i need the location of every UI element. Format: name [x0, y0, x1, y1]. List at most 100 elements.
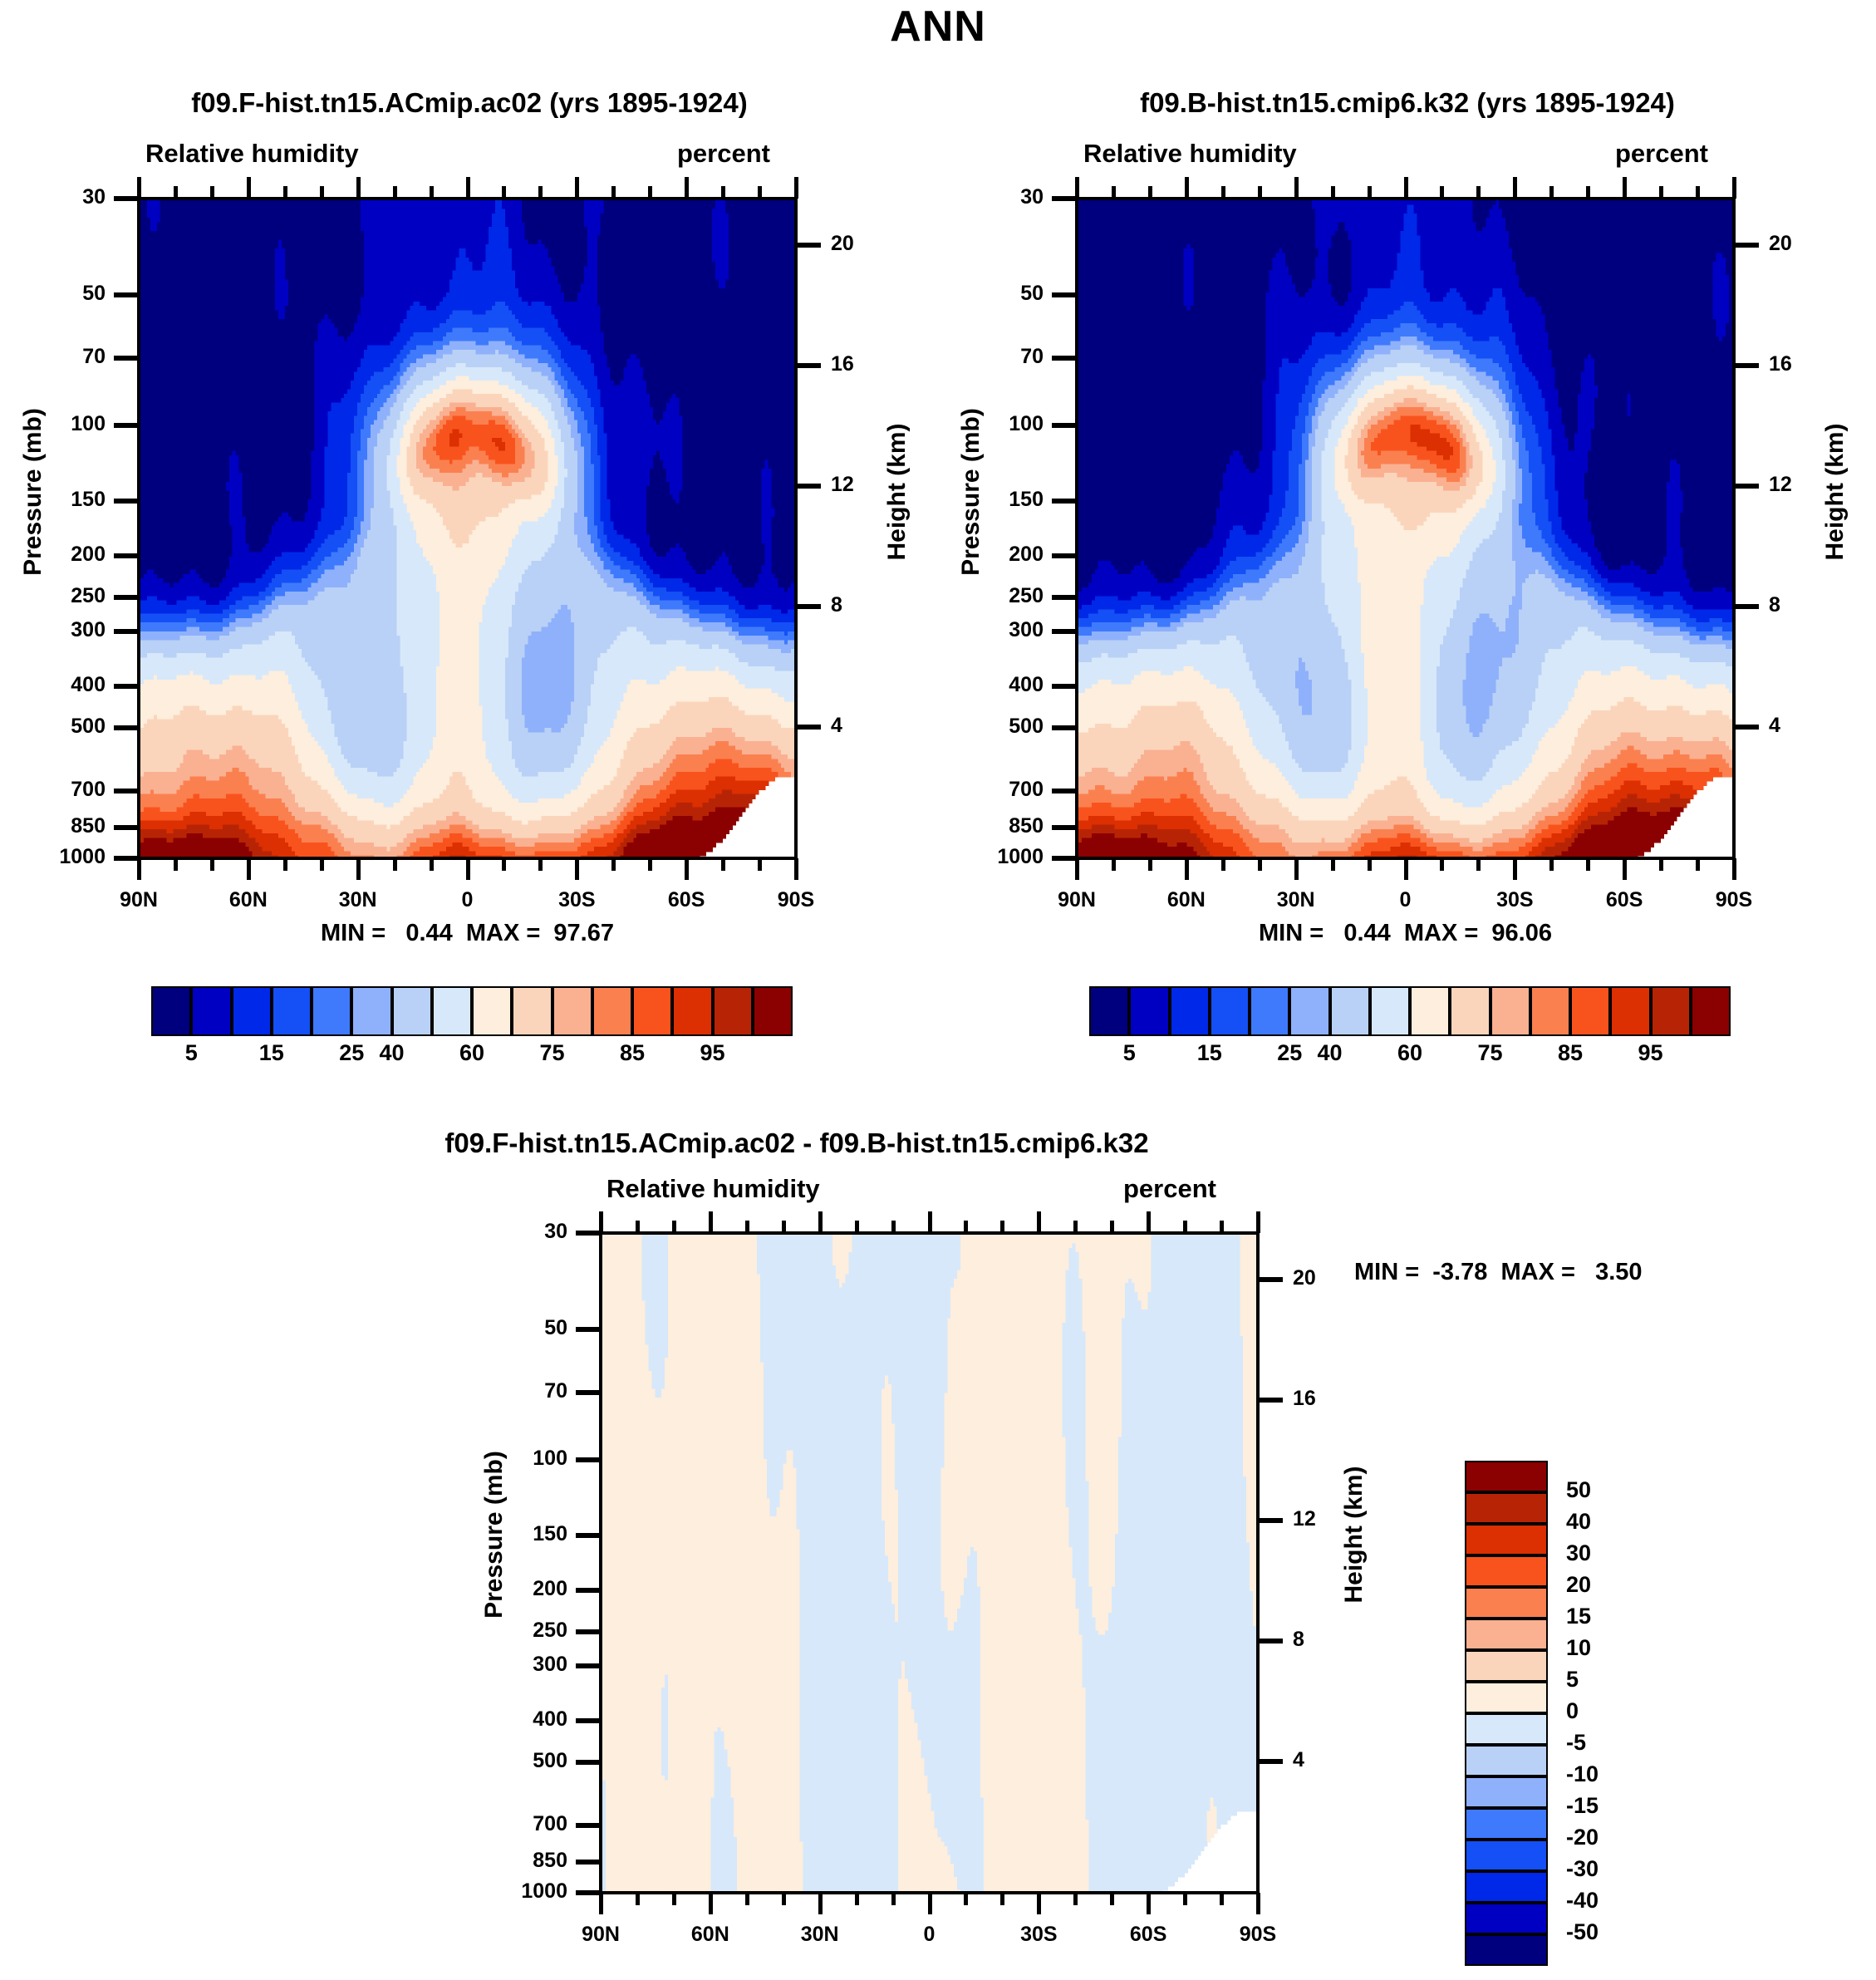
- pressure-tick-label: 250: [1009, 584, 1044, 608]
- lat-tick: [429, 858, 434, 871]
- pressure-tick: [576, 1860, 601, 1865]
- pressure-tick-label: 1000: [997, 845, 1044, 868]
- pressure-tick-label: 100: [533, 1446, 567, 1470]
- height-tick-label: 20: [1293, 1266, 1316, 1290]
- pressure-tick-label: 100: [1009, 411, 1044, 435]
- pressure-tick: [114, 789, 139, 794]
- pressure-tick-label: 400: [533, 1707, 567, 1731]
- colorbar-label: 5: [1566, 1667, 1579, 1692]
- lat-tick: [137, 858, 141, 880]
- pressure-tick-label: 400: [1009, 672, 1044, 696]
- colorbar-label: 30: [1566, 1540, 1592, 1565]
- lat-tick-top: [502, 186, 507, 199]
- colorbar-label: 95: [700, 1040, 725, 1065]
- colorbar-label: 15: [1566, 1604, 1592, 1629]
- pressure-tick: [576, 1717, 601, 1723]
- height-tick: [1258, 1759, 1283, 1765]
- lat-tick: [1367, 858, 1372, 871]
- pressure-tick-label: 100: [71, 411, 106, 435]
- colorbar-label: 25: [1277, 1040, 1303, 1065]
- colorbar-label: -5: [1566, 1730, 1587, 1755]
- lat-tick-top: [781, 1221, 786, 1233]
- lat-tick-top: [1184, 177, 1189, 199]
- pressure-tick: [1052, 683, 1077, 689]
- lat-tick-top: [1549, 186, 1554, 199]
- contour-fills: [602, 1235, 1256, 1891]
- lat-tick-top: [429, 186, 434, 199]
- lat-tick: [1513, 858, 1518, 880]
- colorbar-swatch: [391, 986, 432, 1036]
- height-tick: [796, 725, 821, 730]
- panel-right-contour-svg: [1078, 200, 1732, 857]
- colorbar-swatch: [1465, 1934, 1548, 1966]
- lat-tick: [1696, 858, 1701, 871]
- lat-tick-top: [721, 186, 726, 199]
- colorbar-swatch: [1329, 986, 1370, 1036]
- height-tick: [1734, 604, 1759, 610]
- pressure-tick-label: 200: [1009, 542, 1044, 566]
- lat-tick: [209, 858, 214, 871]
- lat-tick: [173, 858, 178, 871]
- lat-tick-top: [575, 177, 580, 199]
- colorbar-label: 20: [1566, 1572, 1592, 1597]
- lat-tick-top: [1111, 186, 1116, 199]
- colorbar-swatch: [1465, 1840, 1548, 1871]
- height-tick-label: 16: [1293, 1387, 1316, 1411]
- lat-tick: [721, 858, 726, 871]
- panel-right-colorbar: [1089, 986, 1731, 1036]
- lat-tick-top: [356, 177, 361, 199]
- lat-tick-label: 30N: [800, 1923, 839, 1946]
- height-tick: [796, 484, 821, 489]
- pressure-tick-label: 50: [1020, 281, 1044, 305]
- colorbar-vertical-strip: [1465, 1461, 1548, 1966]
- panel-diff-field-label: Relative humidity: [607, 1174, 820, 1203]
- lat-tick: [392, 858, 397, 871]
- lat-tick: [465, 858, 470, 880]
- contour-fills: [1078, 200, 1732, 857]
- colorbar-label: 60: [1397, 1040, 1423, 1065]
- lat-tick-label: 90N: [1058, 888, 1096, 911]
- height-tick: [1258, 1398, 1283, 1403]
- lat-tick-label: 30S: [1020, 1923, 1058, 1946]
- pressure-tick-label: 70: [82, 344, 106, 368]
- pressure-tick: [114, 683, 139, 689]
- panel-diff-contour-svg: [602, 1235, 1256, 1891]
- colorbar-label: 75: [539, 1040, 565, 1065]
- lat-tick-top: [173, 186, 178, 199]
- pressure-tick: [576, 1760, 601, 1766]
- pressure-tick: [114, 629, 139, 635]
- lat-tick-top: [599, 1211, 603, 1233]
- height-tick-label: 20: [831, 232, 854, 256]
- colorbar-label: 40: [379, 1040, 405, 1065]
- lat-tick-label: 0: [461, 888, 474, 911]
- pressure-tick: [1052, 422, 1077, 428]
- pressure-tick-label: 200: [533, 1576, 567, 1600]
- height-tick-label: 20: [1769, 232, 1792, 256]
- panel-right-minmax: MIN = 0.44 MAX = 96.06: [1259, 920, 1552, 946]
- panel-left-contour-svg: [140, 200, 794, 857]
- pressure-tick: [1052, 789, 1077, 794]
- pressure-tick: [114, 553, 139, 558]
- lat-tick-top: [1037, 1211, 1042, 1233]
- lat-tick: [1476, 858, 1481, 871]
- panel-left-units-label: percent: [677, 139, 770, 168]
- lat-tick-top: [1330, 186, 1335, 199]
- lat-tick-label: 30S: [558, 888, 596, 911]
- lat-tick-top: [635, 1221, 640, 1233]
- colorbar-swatch: [431, 986, 472, 1036]
- colorbar-swatch: [1129, 986, 1170, 1036]
- pressure-tick-label: 150: [533, 1522, 567, 1546]
- colorbar-label: -15: [1566, 1793, 1599, 1818]
- height-tick-label: 12: [1293, 1507, 1316, 1531]
- lat-tick: [1586, 858, 1591, 871]
- pressure-tick: [114, 292, 139, 297]
- lat-tick: [1256, 1893, 1260, 1914]
- colorbar-swatch: [672, 986, 713, 1036]
- pressure-tick-label: 30: [82, 185, 106, 209]
- colorbar-swatch: [1650, 986, 1691, 1036]
- panel-left-colorbar-labels: 5 15 25 40 60 75 85 95: [151, 1040, 793, 1074]
- colorbar-swatch: [312, 986, 352, 1036]
- colorbar-swatch: [1465, 1619, 1548, 1650]
- lat-tick-top: [1183, 1221, 1188, 1233]
- lat-tick-label: 60S: [1129, 1923, 1167, 1946]
